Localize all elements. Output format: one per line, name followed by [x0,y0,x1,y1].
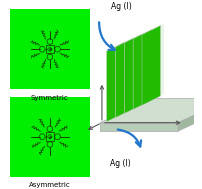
Text: Asymmetric: Asymmetric [29,182,71,188]
Polygon shape [10,9,90,89]
Polygon shape [124,34,143,114]
Polygon shape [178,98,202,131]
Polygon shape [115,45,119,118]
Polygon shape [134,36,137,108]
Text: Symmetric: Symmetric [31,95,69,101]
Polygon shape [133,37,137,109]
Polygon shape [115,38,134,118]
Text: Ag (I): Ag (I) [111,2,132,11]
Polygon shape [100,98,202,123]
Polygon shape [107,42,125,122]
Polygon shape [133,29,152,109]
Polygon shape [161,24,164,96]
Polygon shape [142,25,161,105]
Text: Ag (I): Ag (I) [110,159,131,168]
Polygon shape [124,41,128,114]
Polygon shape [125,40,128,112]
Polygon shape [143,32,146,104]
Polygon shape [100,123,178,131]
Polygon shape [152,28,155,100]
Polygon shape [142,33,145,105]
Polygon shape [107,50,110,122]
Polygon shape [10,97,90,177]
